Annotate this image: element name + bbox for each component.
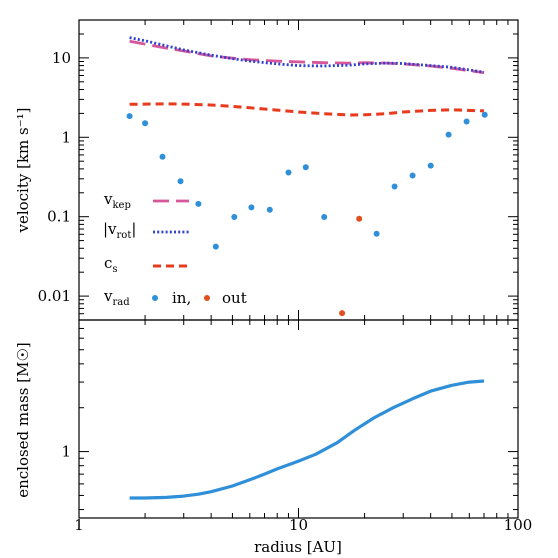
data-point-v-rad-in <box>409 172 416 179</box>
legend-entry-v-kep: vkep <box>103 190 189 211</box>
data-point-v-rad-in <box>248 204 255 211</box>
data-point-v-rad-in <box>463 118 470 125</box>
data-point-v-rad-in <box>321 214 328 220</box>
data-point-v-rad-in <box>427 162 434 169</box>
y-tick-label: 0.01 <box>38 287 71 305</box>
radius-tick-labels: 1 10 100 <box>74 516 532 534</box>
enclosed-mass-axis-label: enclosed mass [M☉] <box>14 342 32 498</box>
data-point-v-rad-in <box>266 206 273 213</box>
data-point-v-rad-out <box>356 215 363 222</box>
enclosed-mass-tick-labels: 1 <box>61 443 71 461</box>
data-point-v-rad-in <box>285 169 292 176</box>
velocity-panel: 10 1 0.1 0.01 velocity [km s⁻¹] vkep |vrot|… <box>14 19 519 321</box>
x-tick-label: 1 <box>74 516 84 534</box>
data-point-v-rad-in <box>391 183 398 190</box>
legend-entry-v-rad: vrad in, out <box>103 287 247 308</box>
velocity-panel-frame <box>78 19 519 321</box>
data-point-v-rad-in <box>302 164 309 171</box>
y-tick-label: 10 <box>52 49 71 67</box>
series-line-v-rot <box>129 36 485 74</box>
data-point-v-rad-in <box>142 120 149 127</box>
legend-marker-out <box>204 295 210 301</box>
x-tick-label: 100 <box>504 516 533 534</box>
velocity-axis-label: velocity [km s⁻¹] <box>14 107 32 233</box>
legend-label-v-kep: vkep <box>103 190 131 211</box>
data-point-v-rad-in <box>159 153 166 160</box>
data-point-v-rad-in <box>445 131 452 138</box>
radius-axis-label: radius [AU] <box>254 538 342 556</box>
legend-label-c-s: cs <box>104 254 118 275</box>
y-tick-label: 1 <box>61 443 71 461</box>
legend-marker-in <box>152 295 158 301</box>
legend: vkep |vrot| cs vrad in, out <box>103 190 247 308</box>
enclosed-mass-panel: 1 1 10 100 enclosed mass [M☉] radius [AU] <box>14 319 532 556</box>
series-line-enclosed-mass <box>129 379 485 500</box>
data-point-v-rad-in <box>231 214 238 220</box>
data-point-v-rad-in <box>373 230 380 237</box>
velocity-tick-labels: 10 1 0.1 0.01 <box>38 49 71 305</box>
legend-entry-v-rot: |vrot| <box>103 220 189 241</box>
velocity-ticks-layer <box>78 19 519 321</box>
data-point-v-rad-out <box>339 310 346 317</box>
series-line-c-s <box>129 102 485 117</box>
data-point-v-rad-in <box>212 243 219 250</box>
y-tick-label: 0.1 <box>47 208 71 226</box>
legend-label-v-rot: |vrot| <box>103 220 136 241</box>
legend-label-v-rad: vrad <box>103 287 130 308</box>
enclosed-mass-panel-frame <box>78 319 519 519</box>
legend-entry-c-s: cs <box>104 254 189 275</box>
data-point-v-rad-in <box>195 200 202 207</box>
radial-velocity-points-layer <box>126 111 488 317</box>
y-tick-label: 1 <box>61 128 71 146</box>
enclosed-mass-ticks-layer <box>78 319 519 518</box>
data-point-v-rad-in <box>177 178 184 185</box>
velocity-series-layer <box>129 36 485 117</box>
enclosed-mass-series-layer <box>129 379 485 500</box>
data-point-v-rad-in <box>126 113 133 120</box>
legend-label-in: in, <box>172 289 191 307</box>
x-tick-label: 10 <box>289 516 308 534</box>
series-line-v-kep <box>129 39 485 75</box>
legend-label-out: out <box>222 289 247 307</box>
data-point-v-rad-in <box>481 111 488 118</box>
